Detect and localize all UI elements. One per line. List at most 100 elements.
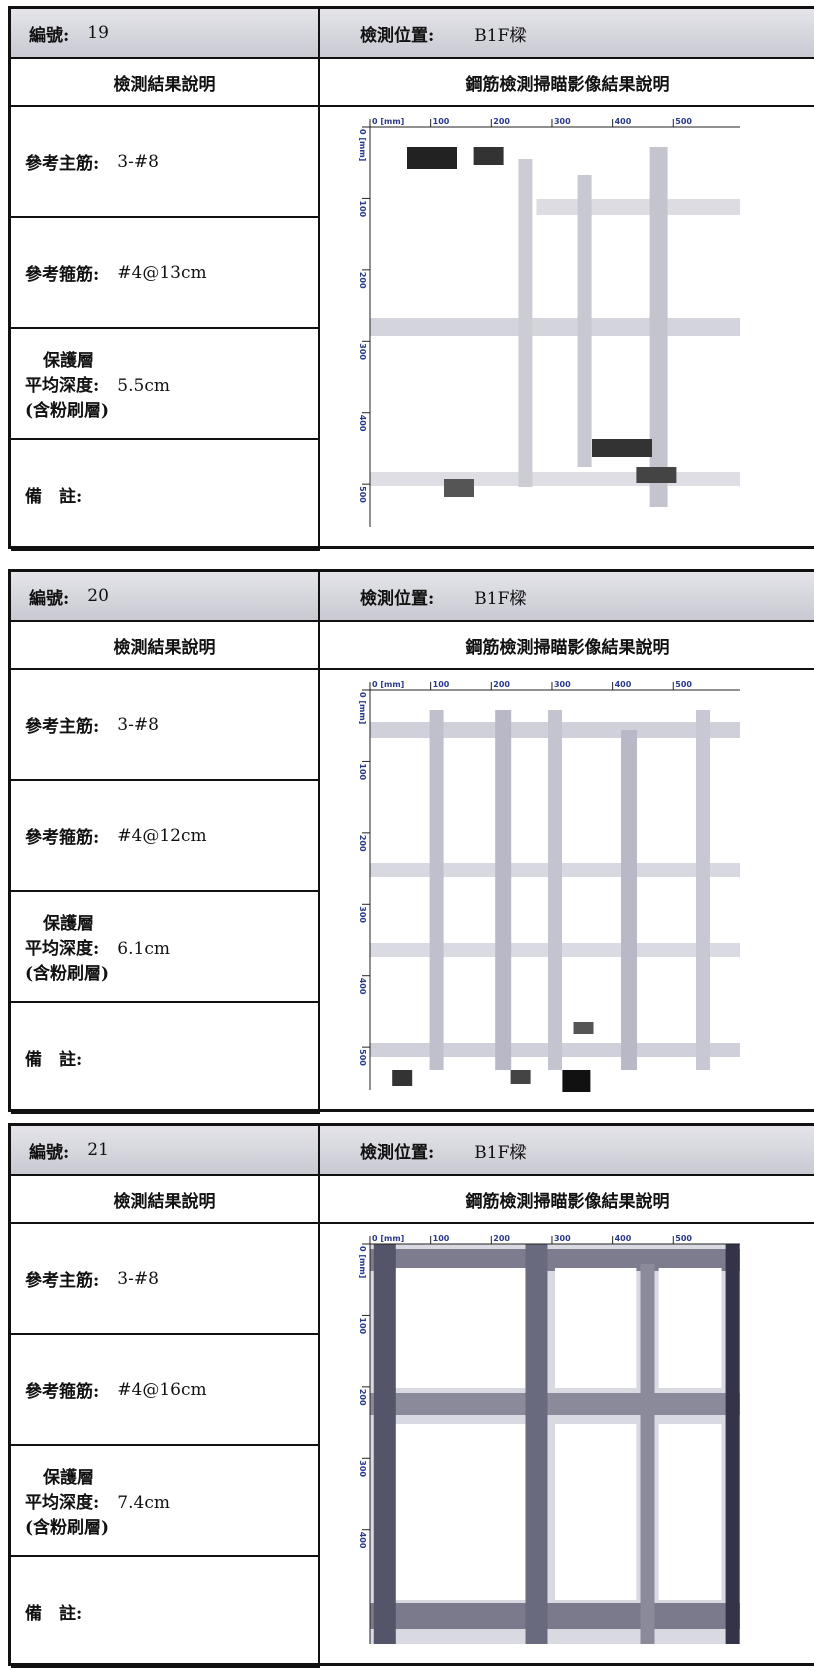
scan-gap: [392, 1424, 526, 1600]
scan-x-tick-label: 0 [mm]: [372, 117, 404, 126]
scan-gap: [392, 1268, 526, 1388]
scan-image: 0 [mm] 100 200 300 400 500 0 [mm] 100 200 300 400 5…: [358, 680, 740, 1092]
scan-spot: [636, 467, 677, 483]
cover-cell: 保護層 平均深度: 5.5cm (含粉刷層): [11, 329, 320, 440]
scan-image: 0 [mm] 100 200 300 400 500 0 [mm] 100 200 300 400: [358, 1234, 740, 1644]
scan-stirrup: [370, 1603, 740, 1629]
scan-spot: [573, 1022, 594, 1034]
number: 20: [87, 586, 109, 606]
remark-cell: 備 註:: [11, 1557, 320, 1668]
scan-x-tick-label: 400: [615, 117, 632, 126]
scan-x-tick-label: 500: [675, 680, 692, 689]
cover-line: 平均深度: 5.5cm: [25, 371, 170, 396]
remark-label: 備 註:: [25, 1050, 83, 1070]
location-cell: 檢測位置: B1F樑: [320, 1126, 814, 1176]
remark-cell: 備 註:: [11, 1003, 320, 1114]
number-label: 編號:: [29, 25, 70, 46]
scan-spot: [510, 1070, 531, 1084]
scan-spot: [592, 439, 652, 457]
number-label: 編號:: [29, 1142, 70, 1163]
cover-cell: 保護層 平均深度: 6.1cm (含粉刷層): [11, 892, 320, 1003]
main-bar-cell: 參考主筋: 3-#8: [11, 1224, 320, 1335]
scan-y-tick-label: 300: [358, 1460, 367, 1477]
scan-y-tick-label: 500: [358, 1049, 367, 1066]
scan-heading: 鋼筋檢測掃瞄影像結果說明: [320, 59, 814, 107]
scan-spot: [562, 1070, 591, 1092]
scan-cell: 0 [mm] 100 200 300 400 500 0 [mm] 100 200 300 400: [320, 1224, 814, 1668]
cover-label-2: 平均深度:: [25, 1493, 100, 1513]
scan-cell: 0 [mm] 100 200 300 400 500 0 [mm] 100 200 300 400 5…: [320, 107, 814, 551]
scan-bar: [696, 710, 710, 1070]
scan-image: 0 [mm] 100 200 300 400 500 0 [mm] 100 200 300 400 5…: [358, 117, 740, 527]
cover: 5.5cm: [117, 376, 170, 396]
main-bar: 3-#8: [117, 151, 159, 172]
location: B1F樑: [474, 1142, 527, 1163]
scan-gap: [658, 1424, 722, 1600]
scan-bar: [518, 159, 533, 487]
scan-stirrup: [370, 1393, 740, 1415]
scan-x-tick-label: 300: [554, 680, 571, 689]
scan-x-tick-label: 400: [615, 1234, 632, 1243]
cover-box: 保護層 平均深度: 5.5cm (含粉刷層): [25, 346, 170, 421]
scan-bar: [621, 730, 637, 1070]
cover-label-1: 保護層: [43, 351, 94, 371]
scan-x-tick-label: 100: [433, 117, 450, 126]
main-bar: 3-#8: [117, 1268, 159, 1289]
scan-y-tick-label: 300: [358, 343, 367, 360]
stirrup: #4@12cm: [117, 825, 207, 846]
scan-x-tick-label: 500: [675, 117, 692, 126]
scan-x-tick-label: 100: [433, 680, 450, 689]
number: 19: [87, 23, 109, 43]
cover-cell: 保護層 平均深度: 7.4cm (含粉刷層): [11, 1446, 320, 1557]
scan-bar: [640, 1264, 655, 1644]
scan-x-tick-label: 0 [mm]: [372, 1234, 404, 1243]
scan-y-tick-label: 0 [mm]: [358, 692, 367, 724]
scan-x-tick-label: 300: [554, 117, 571, 126]
scan-heading: 鋼筋檢測掃瞄影像結果說明: [320, 622, 814, 670]
main-bar-label: 參考主筋:: [25, 1271, 100, 1291]
remark-label: 備 註:: [25, 1604, 83, 1624]
scan-spot: [407, 147, 457, 169]
number: 21: [87, 1140, 109, 1160]
scan-y-tick-label: 200: [358, 272, 367, 289]
number-cell: 編號: 21: [11, 1126, 320, 1176]
main-bar-cell: 參考主筋: 3-#8: [11, 107, 320, 218]
scan-x-tick-label: 400: [615, 680, 632, 689]
scan-y-tick-label: 300: [358, 906, 367, 923]
scan-y-tick-label: 100: [358, 763, 367, 780]
location: B1F樑: [474, 588, 527, 609]
scan-y-tick-label: 400: [358, 978, 367, 995]
cover: 6.1cm: [117, 939, 170, 959]
scan-gap: [555, 1268, 637, 1388]
location-label: 檢測位置:: [360, 25, 435, 46]
number-label: 編號:: [29, 588, 70, 609]
scan-y-tick-label: 400: [358, 415, 367, 432]
scan-x-tick-label: 200: [493, 680, 510, 689]
number-cell: 編號: 19: [11, 9, 320, 59]
scan-bar: [548, 710, 562, 1070]
stirrup-label: 參考箍筋:: [25, 1382, 100, 1402]
scan-bar: [429, 710, 444, 1070]
scan-y-tick-label: 100: [358, 200, 367, 217]
location-cell: 檢測位置: B1F樑: [320, 9, 814, 59]
stirrup-label: 參考箍筋:: [25, 265, 100, 285]
stirrup-cell: 參考箍筋: #4@16cm: [11, 1335, 320, 1446]
remark-label: 備 註:: [25, 487, 83, 507]
scan-bar: [525, 1244, 548, 1644]
scan-x-tick-label: 500: [675, 1234, 692, 1243]
cover-note: (含粉刷層): [25, 401, 110, 421]
scan-bar: [725, 1244, 740, 1644]
scan-x-tick-label: 200: [493, 1234, 510, 1243]
stirrup: #4@16cm: [117, 1379, 207, 1400]
scan-spot: [392, 1070, 413, 1086]
scan-bar: [577, 175, 592, 467]
scan-bar: [649, 147, 668, 507]
location: B1F樑: [474, 25, 527, 46]
scan-spot: [473, 147, 504, 165]
scan-y-tick-label: 0 [mm]: [358, 129, 367, 161]
stirrup-cell: 參考箍筋: #4@12cm: [11, 781, 320, 892]
scan-y-tick-label: 200: [358, 835, 367, 852]
scan-x-tick-label: 300: [554, 1234, 571, 1243]
scan-y-tick-label: 400: [358, 1532, 367, 1549]
